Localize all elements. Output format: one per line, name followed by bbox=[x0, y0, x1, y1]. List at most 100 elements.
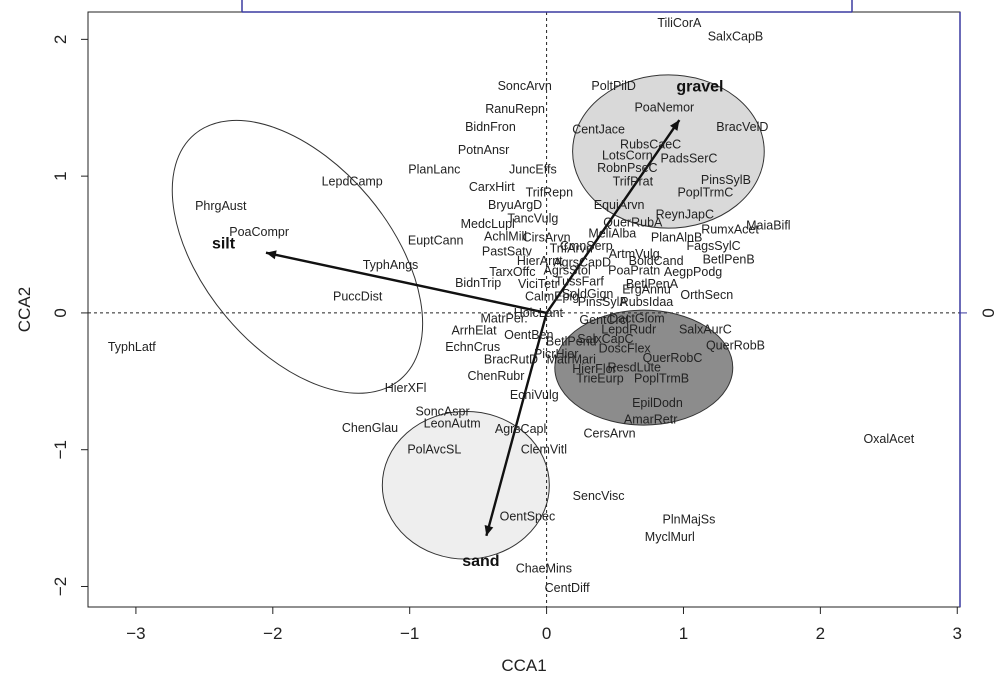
arrow-sand bbox=[485, 312, 548, 537]
species-label: QuerRobC bbox=[643, 351, 703, 365]
species-label: BetlPenA bbox=[626, 277, 679, 291]
arrowhead-gravel bbox=[669, 120, 680, 131]
species-label: PadsSerC bbox=[660, 151, 717, 165]
species-label: PlnMajSs bbox=[663, 512, 716, 526]
species-label: SalxCapC bbox=[577, 332, 633, 346]
species-label: TiliCorA bbox=[657, 16, 702, 30]
species-label: ResdLute bbox=[607, 361, 661, 375]
ellipse-silt bbox=[171, 119, 424, 394]
y-tick-label: 1 bbox=[51, 171, 70, 180]
species-label: HolcLant bbox=[514, 306, 564, 320]
species-label: PoplTrmB bbox=[634, 372, 689, 386]
species-label: SoncArvn bbox=[498, 79, 552, 93]
species-label: BryuArgD bbox=[488, 198, 542, 212]
species-label: PolAvcSL bbox=[407, 443, 461, 457]
zero-lines bbox=[88, 12, 960, 607]
species-label: GentCrcl bbox=[579, 313, 628, 327]
species-label: ArrhElat bbox=[451, 324, 497, 338]
species-label: AmarRetr bbox=[624, 413, 677, 427]
species-label: LeonAutm bbox=[424, 417, 481, 431]
species-label: TrifPrat bbox=[613, 175, 654, 189]
species-label: FagsSylC bbox=[687, 239, 741, 253]
species-label: OentBen bbox=[504, 328, 553, 342]
species-label: BetlPenB bbox=[703, 253, 755, 267]
species-label: EchiVulg bbox=[510, 388, 559, 402]
species-label: PoaPratn bbox=[608, 264, 660, 278]
species-label: ErgAnnu bbox=[622, 283, 671, 297]
y-tick-label: 0 bbox=[51, 308, 70, 317]
species-label: BracVelD bbox=[716, 120, 768, 134]
species-label: MeliAlba bbox=[588, 227, 636, 241]
env-label-gravel: gravel bbox=[676, 78, 723, 95]
species-label: RanuRepn bbox=[485, 102, 545, 116]
species-label: AchlMill bbox=[484, 229, 527, 243]
species-label: ClemVitl bbox=[521, 443, 567, 457]
species-label: TrifArvn bbox=[550, 242, 593, 256]
species-label: OxalAcet bbox=[863, 432, 914, 446]
species-label: PlanAlnB bbox=[651, 231, 702, 245]
species-label: CmnSerp bbox=[560, 239, 613, 253]
species-label: TarxOffc bbox=[489, 265, 535, 279]
species-label: ChenRubr bbox=[467, 369, 524, 383]
arrowhead-sand bbox=[484, 525, 494, 536]
species-label: HierXFl bbox=[385, 381, 427, 395]
plot-frame bbox=[87, 0, 961, 608]
species-label: MatrMari bbox=[547, 352, 596, 366]
species-label: HierArnt bbox=[517, 254, 563, 268]
x-tick-label: 0 bbox=[542, 624, 551, 643]
species-label: PlanLanc bbox=[408, 162, 460, 176]
species-label: RubsCaeC bbox=[620, 138, 681, 152]
species-label: PicrHier bbox=[534, 347, 578, 361]
species-label: MatrPer. bbox=[481, 311, 528, 325]
species-label: CentDiff bbox=[545, 581, 590, 595]
species-label: SoldGign bbox=[562, 287, 613, 301]
species-label: MyclMurl bbox=[645, 530, 695, 544]
species-label: TyphLatf bbox=[108, 340, 156, 354]
species-label: CersArvn bbox=[584, 426, 636, 440]
x-tick-label: 1 bbox=[679, 624, 688, 643]
species-label: CarxHirt bbox=[469, 180, 515, 194]
species-label: EuptCann bbox=[408, 233, 464, 247]
x-tick-label: −1 bbox=[400, 624, 419, 643]
species-label: MaiaBifl bbox=[746, 218, 790, 232]
species-label: CalmEpig bbox=[525, 290, 579, 304]
species-label: PoaNemor bbox=[634, 101, 694, 115]
species-label: EquiArvn bbox=[594, 198, 645, 212]
axis-ticks: −3 −2 −1 0 1 2 3 −2 −1 0 1 2 0 bbox=[51, 35, 998, 643]
env-label-silt: silt bbox=[212, 236, 236, 253]
arrow-silt bbox=[265, 251, 547, 315]
y-tick-label: −2 bbox=[51, 577, 70, 596]
species-label: PoplTrmC bbox=[677, 186, 733, 200]
species-label: SencVisc bbox=[573, 489, 625, 503]
species-label: AgrsCapD bbox=[553, 255, 611, 269]
species-label: QuerRubA bbox=[603, 216, 663, 230]
species-label: PuccDist bbox=[333, 290, 383, 304]
species-label: BidnFron bbox=[465, 120, 516, 134]
species-label: ViciTetr bbox=[518, 277, 559, 291]
species-label: TancVulg bbox=[507, 212, 558, 226]
species-label: BoldCand bbox=[629, 254, 684, 268]
species-label: LotsCorn bbox=[602, 149, 653, 163]
x-axis-label: CCA1 bbox=[501, 656, 546, 675]
species-label: DactGlom bbox=[609, 311, 665, 325]
species-label: CentJace bbox=[572, 123, 625, 137]
species-label: JuncEffs bbox=[509, 162, 557, 176]
species-label: LepdRudr bbox=[601, 322, 656, 336]
species-label: SalxAurC bbox=[679, 322, 732, 336]
species-label: RumxAcet bbox=[701, 222, 759, 236]
species-label: EpilDodn bbox=[632, 396, 683, 410]
y-tick-label: −1 bbox=[51, 440, 70, 459]
species-label: BetlPend bbox=[546, 335, 597, 349]
species-label: TyphAngs bbox=[363, 258, 419, 272]
species-label: PhrgAust bbox=[195, 199, 247, 213]
species-label: RobnPseC bbox=[597, 161, 657, 175]
species-label: SalxCapB bbox=[708, 30, 764, 44]
species-label: AegpPodg bbox=[664, 265, 722, 279]
species-label: TussFarf bbox=[555, 274, 604, 288]
species-label: EchnCrus bbox=[445, 340, 500, 354]
y-axis-label: CCA2 bbox=[15, 287, 34, 332]
species-label: OrthSecn bbox=[680, 288, 733, 302]
x-tick-label: 3 bbox=[953, 624, 962, 643]
ellipse-gravel bbox=[572, 74, 765, 229]
